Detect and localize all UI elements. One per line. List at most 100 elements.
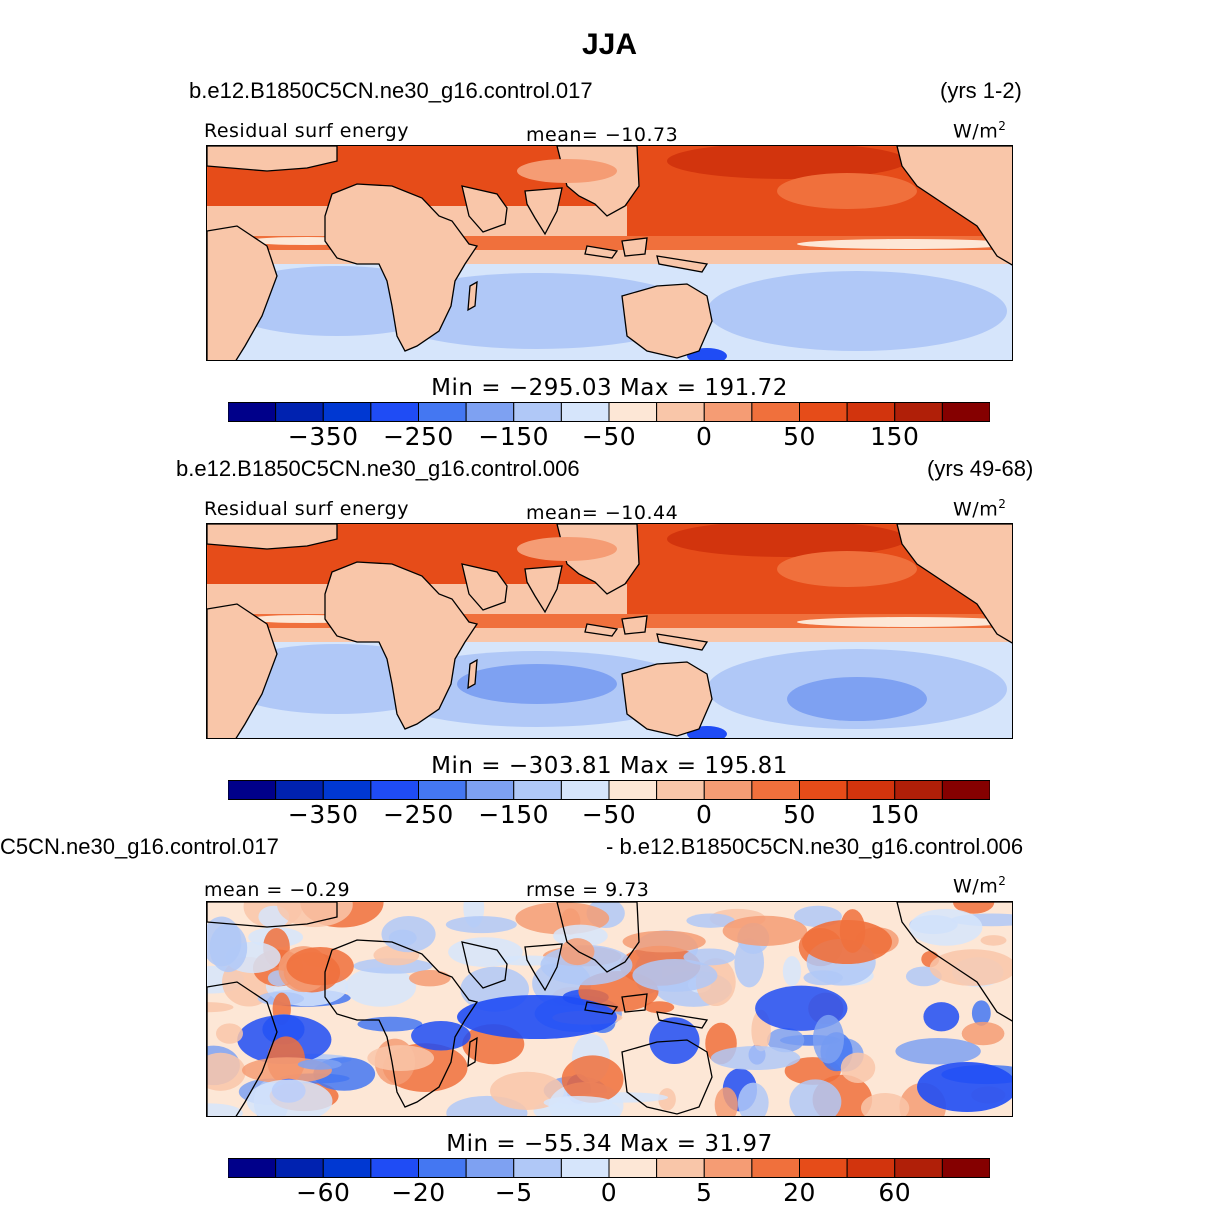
field-blob: [561, 1055, 624, 1103]
field-blob: [895, 1037, 981, 1065]
panel2-variable-label: Residual surf energy: [204, 498, 409, 520]
panel1-years: (yrs 1-2): [940, 78, 1022, 103]
colorbar-swatch: [513, 1158, 562, 1178]
colorbar-swatch: [799, 402, 848, 422]
field-blob: [923, 1002, 960, 1032]
panel2-map: [206, 523, 1013, 739]
colorbar-swatch: [894, 402, 943, 422]
colorbar-swatch: [941, 402, 990, 422]
field-max-core: [667, 146, 907, 179]
field-blob: [722, 915, 808, 946]
field-blob: [961, 1021, 1005, 1046]
panel1-colorbar: [228, 402, 990, 422]
field-blob: [246, 1079, 333, 1116]
colorbar-tick-label: 20: [783, 1178, 816, 1207]
field-blob: [286, 946, 354, 986]
colorbar-tick-label: −150: [478, 422, 550, 451]
panel3-min-max: Min = −55.34 Max = 31.97: [446, 1131, 773, 1157]
field-land-patch: [517, 159, 617, 183]
field-blob: [980, 935, 1007, 946]
colorbar-tick-label: −20: [391, 1178, 446, 1207]
field-blob: [209, 923, 248, 973]
field-blob: [802, 920, 892, 964]
colorbar-tick-label: −5: [494, 1178, 533, 1207]
field-south-pacific-core: [787, 677, 927, 721]
colorbar-tick-label: 50: [783, 422, 816, 451]
field-blob: [207, 1002, 234, 1013]
continent-outline: [467, 280, 478, 312]
field-blob: [789, 1079, 842, 1116]
field-land-patch: [517, 537, 617, 561]
panel3-units: W/m2: [953, 874, 1007, 898]
field-blob: [560, 938, 595, 966]
continent-outline: [324, 183, 479, 352]
colorbar-swatch: [941, 780, 990, 800]
colorbar-tick-label: −350: [287, 422, 359, 451]
panel2-mean: mean= −10.44: [526, 502, 679, 524]
field-blob: [710, 1046, 801, 1071]
colorbar-swatch: [275, 780, 324, 800]
continent-outline: [524, 943, 563, 992]
panel3-rmse: rmse = 9.73: [526, 879, 650, 901]
colorbar-tick-label: −50: [581, 422, 637, 451]
continent-outline: [584, 1001, 619, 1015]
panel3-mean: mean = −0.29: [204, 879, 351, 901]
continent-outline: [207, 981, 278, 1116]
field-blob: [216, 1023, 244, 1044]
colorbar-swatch: [560, 1158, 610, 1178]
colorbar-tick-label: 0: [696, 422, 713, 451]
field-blob: [971, 1000, 991, 1026]
continent-outline: [207, 603, 278, 738]
continent-outline: [461, 185, 508, 233]
colorbar-swatch: [322, 780, 372, 800]
field-south-indian-core: [457, 664, 617, 704]
field-blob: [812, 1014, 844, 1064]
colorbar-swatch: [465, 780, 515, 800]
field-south-pacific: [707, 271, 1007, 351]
field-blob: [782, 956, 802, 987]
colorbar-tick-label: −250: [383, 422, 454, 451]
colorbar-tick-label: −350: [287, 800, 359, 829]
colorbar-swatch: [370, 1158, 419, 1178]
field-blob: [683, 948, 736, 966]
colorbar-tick-label: 60: [878, 1178, 912, 1207]
panel1-units: W/m2: [953, 119, 1007, 143]
field-blob: [766, 1027, 805, 1053]
colorbar-swatch: [560, 402, 610, 422]
field-blob: [622, 930, 706, 953]
continent-outline: [656, 1011, 709, 1029]
field-blob: [644, 1001, 675, 1014]
continent-outline: [207, 146, 338, 172]
continent-outline: [207, 225, 278, 360]
colorbar-swatch: [608, 402, 658, 422]
field-blob: [714, 1087, 738, 1116]
field-itcz-core: [797, 617, 1012, 627]
field-blob: [345, 967, 417, 1007]
colorbar-swatch: [751, 1158, 800, 1178]
field-blob: [917, 1062, 1012, 1112]
field-blob: [840, 1052, 876, 1083]
continent-outline: [896, 902, 1012, 1022]
continent-outline: [207, 902, 338, 928]
continent-outline: [621, 283, 713, 359]
field-blob: [658, 1088, 676, 1111]
field-blob: [953, 902, 995, 914]
continent-outline: [656, 255, 709, 273]
field-blob: [207, 1103, 243, 1116]
colorbar-swatch: [656, 780, 705, 800]
field-blob: [632, 959, 718, 992]
colorbar-swatch: [751, 780, 800, 800]
continent-outline: [621, 661, 713, 737]
field-blob: [357, 1016, 423, 1032]
colorbar-tick-label: −60: [296, 1178, 351, 1207]
panel1-case-name: b.e12.B1850C5CN.ne30_g16.control.017: [189, 78, 593, 103]
colorbar-swatch: [703, 780, 753, 800]
field-max-core: [667, 524, 907, 557]
continent-outline: [324, 561, 479, 730]
field-blob: [929, 949, 1012, 986]
colorbar-swatch: [418, 402, 467, 422]
continent-outline: [467, 1036, 478, 1068]
continent-outline: [656, 633, 709, 651]
continent-outline: [556, 902, 640, 973]
plot-title: JJA: [581, 28, 638, 61]
